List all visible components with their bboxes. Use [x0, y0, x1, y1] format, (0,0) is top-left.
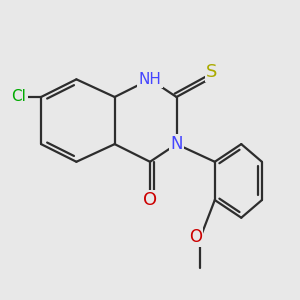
- Text: Cl: Cl: [11, 89, 26, 104]
- Text: S: S: [206, 63, 218, 81]
- Text: N: N: [170, 135, 183, 153]
- Text: O: O: [143, 191, 157, 209]
- Text: O: O: [189, 228, 202, 246]
- Text: NH: NH: [139, 72, 161, 87]
